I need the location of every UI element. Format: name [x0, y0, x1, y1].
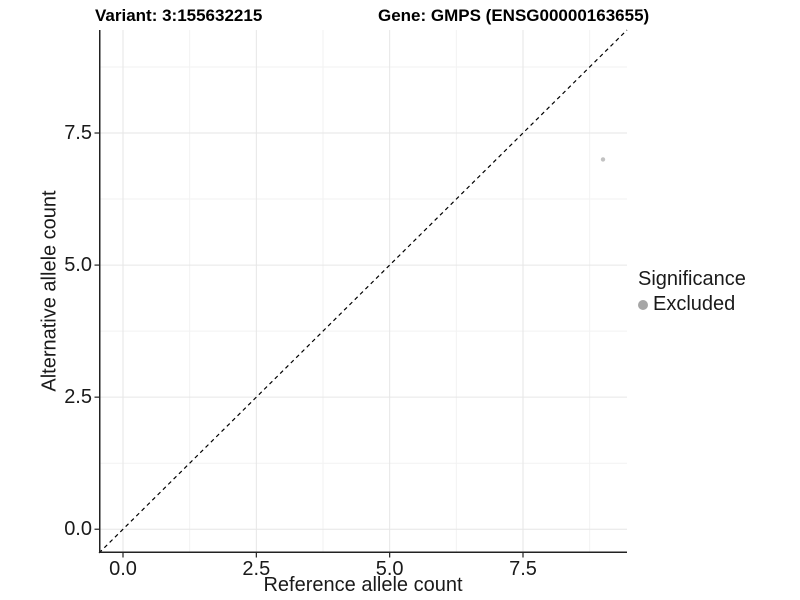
- x-tick-label: 7.5: [509, 558, 537, 580]
- x-tick-label: 2.5: [242, 558, 271, 580]
- plot-title-variant: Variant: 3:155632215: [95, 6, 263, 25]
- legend-entry-excluded: Excluded: [638, 293, 746, 316]
- x-tick-label: 0.0: [109, 558, 137, 580]
- identity-dashed-line: [98, 29, 628, 554]
- y-tick-label: 0.0: [64, 518, 92, 541]
- plot-title-gene: Gene: GMPS (ENSG00000163655): [378, 6, 650, 25]
- legend-entry-label: Excluded: [653, 293, 736, 315]
- plot-panel: [94, 29, 628, 558]
- legend: Significance Excluded: [638, 268, 746, 316]
- data-point: [600, 157, 606, 162]
- legend-title: Significance: [638, 268, 746, 290]
- excluded-marker-icon: [638, 299, 648, 310]
- y-axis-label: Alternative allele count: [38, 190, 61, 392]
- plot-canvas: [94, 29, 628, 558]
- y-tick-label: 2.5: [64, 386, 92, 409]
- x-tick-label: 5.0: [375, 558, 404, 580]
- y-tick-label: 7.5: [64, 122, 92, 144]
- x-axis-label: Reference allele count: [263, 574, 463, 596]
- y-tick-label: 5.0: [64, 254, 92, 277]
